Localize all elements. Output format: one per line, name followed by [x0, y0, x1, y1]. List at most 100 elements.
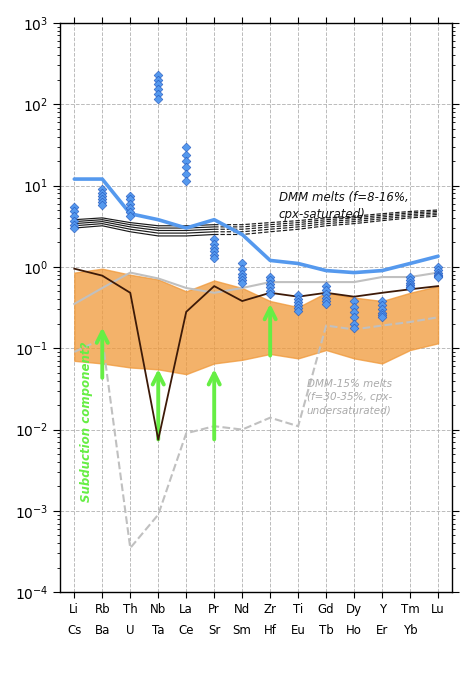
Point: [378, 310, 386, 321]
Text: Sr: Sr: [208, 623, 220, 636]
Point: [378, 299, 386, 310]
Point: [266, 278, 274, 290]
Point: [182, 161, 190, 172]
Point: [127, 207, 134, 218]
Point: [238, 263, 246, 274]
Point: [294, 299, 302, 310]
Point: [350, 296, 358, 307]
Point: [210, 249, 218, 261]
Point: [71, 201, 78, 212]
Point: [182, 141, 190, 152]
Text: DMM-15% melts
(f=30-35%, cpx-
undersaturated): DMM-15% melts (f=30-35%, cpx- undersatur…: [307, 379, 392, 415]
Point: [71, 219, 78, 230]
Point: [266, 272, 274, 283]
Point: [210, 253, 218, 264]
Point: [266, 282, 274, 293]
Point: [99, 197, 106, 208]
Point: [155, 69, 162, 80]
Point: [71, 206, 78, 217]
Point: [406, 281, 414, 292]
Text: Sm: Sm: [233, 623, 252, 636]
Point: [71, 223, 78, 234]
Point: [266, 288, 274, 299]
Text: DMM melts (f=8-16%,
cpx-saturated): DMM melts (f=8-16%, cpx-saturated): [279, 191, 408, 221]
Point: [127, 198, 134, 209]
Point: [238, 268, 246, 279]
Point: [155, 74, 162, 85]
Point: [127, 202, 134, 214]
Point: [378, 304, 386, 315]
Point: [127, 211, 134, 222]
Point: [294, 294, 302, 305]
Point: [294, 305, 302, 316]
Point: [350, 301, 358, 312]
Point: [294, 296, 302, 307]
Text: Er: Er: [376, 623, 388, 636]
Point: [238, 278, 246, 289]
Text: Ba: Ba: [95, 623, 110, 636]
Point: [266, 285, 274, 296]
Text: Tb: Tb: [319, 623, 334, 636]
Point: [322, 299, 330, 310]
Point: [294, 290, 302, 301]
Point: [294, 303, 302, 314]
Point: [238, 258, 246, 269]
Text: Subduction component?: Subduction component?: [80, 341, 92, 502]
Point: [378, 307, 386, 319]
Point: [350, 323, 358, 334]
Point: [434, 264, 442, 275]
Point: [155, 94, 162, 105]
Point: [322, 292, 330, 303]
Point: [322, 281, 330, 292]
Point: [71, 211, 78, 222]
Point: [322, 289, 330, 300]
Point: [155, 79, 162, 90]
Point: [434, 267, 442, 278]
Point: [406, 283, 414, 294]
Point: [434, 271, 442, 282]
Point: [350, 312, 358, 323]
Point: [99, 184, 106, 195]
Point: [210, 238, 218, 249]
Point: [182, 168, 190, 179]
Point: [434, 261, 442, 272]
Point: [406, 275, 414, 286]
Point: [350, 306, 358, 317]
Point: [99, 190, 106, 201]
Point: [99, 187, 106, 198]
Text: Yb: Yb: [403, 623, 418, 636]
Point: [127, 190, 134, 201]
Point: [99, 193, 106, 205]
Point: [155, 89, 162, 100]
Point: [322, 296, 330, 307]
Point: [210, 246, 218, 257]
Point: [378, 312, 386, 323]
Point: [434, 269, 442, 281]
Point: [210, 234, 218, 245]
Point: [210, 243, 218, 254]
Text: U: U: [126, 623, 135, 636]
Point: [434, 272, 442, 283]
Point: [99, 200, 106, 211]
Point: [350, 318, 358, 329]
Text: Ce: Ce: [179, 623, 194, 636]
Text: Hf: Hf: [264, 623, 277, 636]
Point: [406, 279, 414, 290]
Point: [378, 296, 386, 307]
Point: [406, 278, 414, 289]
Point: [238, 275, 246, 286]
Text: Ta: Ta: [152, 623, 164, 636]
Point: [406, 272, 414, 283]
Point: [322, 285, 330, 296]
Text: Cs: Cs: [67, 623, 82, 636]
Point: [182, 155, 190, 167]
Text: Ho: Ho: [346, 623, 362, 636]
Point: [71, 215, 78, 226]
Point: [155, 84, 162, 95]
Point: [182, 149, 190, 160]
Point: [182, 175, 190, 186]
Point: [127, 193, 134, 205]
Point: [266, 275, 274, 286]
Point: [238, 272, 246, 283]
Text: Eu: Eu: [291, 623, 306, 636]
